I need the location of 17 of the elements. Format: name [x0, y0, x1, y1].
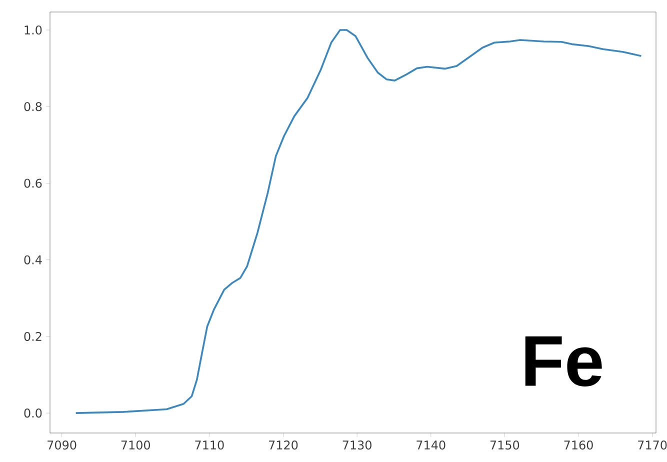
x-tick-label: 7130	[342, 440, 372, 450]
y-tick-label: 0.2	[24, 332, 42, 341]
y-tick-label: 1.0	[24, 25, 42, 35]
annotation: Fe	[525, 336, 602, 386]
y-tick-label: 0.6	[24, 178, 42, 188]
x-tick-label: 7160	[564, 440, 593, 450]
y-tick-label: 0.0	[24, 408, 42, 418]
x-tick-label: 7110	[195, 440, 224, 450]
x-tick-label: 7100	[121, 440, 150, 450]
x-tick-label: 7150	[490, 440, 520, 450]
x-tick-label: 7170	[638, 440, 667, 450]
y-tick-label: 0.4	[24, 255, 42, 264]
y-tick-label: 0.8	[24, 102, 42, 112]
x-tick-label: 7140	[416, 440, 446, 450]
line-series	[74, 29, 642, 414]
x-tick-label: 7120	[269, 440, 298, 450]
x-tick-label: 7090	[48, 440, 76, 450]
